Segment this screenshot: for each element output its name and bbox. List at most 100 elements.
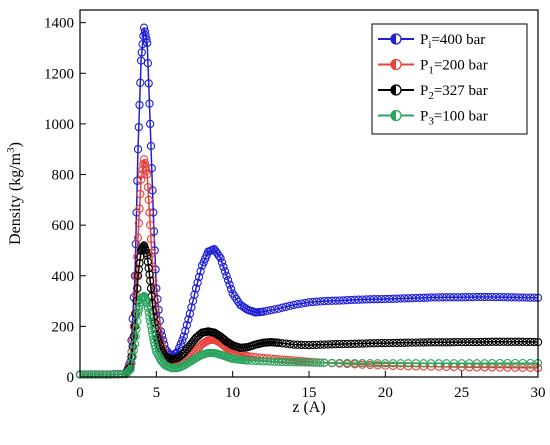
y-tick-label: 400 xyxy=(52,269,75,285)
data-point xyxy=(143,257,153,266)
data-point xyxy=(134,122,143,132)
x-tick-label: 0 xyxy=(76,385,84,401)
legend-label-p2-main: P xyxy=(420,83,428,99)
data-point xyxy=(146,317,155,326)
data-point xyxy=(194,272,204,282)
data-point xyxy=(141,162,150,172)
data-point xyxy=(133,233,143,242)
data-point xyxy=(289,300,298,310)
data-point xyxy=(133,145,143,154)
legend-label-p2-sub: 2 xyxy=(428,90,434,102)
series-line xyxy=(80,27,539,376)
data-point xyxy=(274,304,283,313)
legend-entry-p3: P3=100 bar xyxy=(378,109,488,128)
legend-label-pi-main: P xyxy=(420,32,428,48)
legend-marker-fill-pi xyxy=(391,34,396,44)
data-point xyxy=(185,309,195,318)
data-point xyxy=(143,38,152,48)
data-point xyxy=(127,358,136,368)
data-point xyxy=(136,189,145,199)
legend-label-p1: P1=200 bar xyxy=(420,58,488,77)
data-point xyxy=(139,23,149,32)
legend-label-p1-sub: 1 xyxy=(428,65,434,77)
series-2 xyxy=(75,241,543,379)
legend-entry-pi: Pi=400 bar xyxy=(378,32,485,51)
y-tick-label: 200 xyxy=(52,319,75,335)
data-point xyxy=(142,166,151,175)
data-point xyxy=(151,344,160,353)
data-point xyxy=(126,362,135,372)
data-point xyxy=(148,330,157,339)
data-point xyxy=(152,284,161,293)
data-point xyxy=(144,79,153,88)
data-point xyxy=(135,301,144,311)
data-point xyxy=(141,31,150,40)
legend-label-p2-rest: =327 bar xyxy=(434,83,488,99)
legend-label-pi-sub: i xyxy=(428,39,431,51)
data-point xyxy=(225,280,234,289)
legend-entry-p1: P1=200 bar xyxy=(378,58,488,77)
data-point xyxy=(143,59,153,68)
data-point xyxy=(140,158,150,168)
data-point xyxy=(144,195,153,204)
data-point xyxy=(262,306,272,316)
data-point xyxy=(145,270,154,279)
data-point xyxy=(146,321,156,330)
data-point xyxy=(146,220,155,230)
data-point xyxy=(137,48,146,57)
data-point xyxy=(143,183,153,192)
data-point xyxy=(135,258,144,268)
data-point xyxy=(134,265,143,274)
legend-label-pi: Pi=400 bar xyxy=(420,32,485,51)
x-tick-label: 5 xyxy=(153,385,161,401)
data-point xyxy=(147,326,156,335)
data-point xyxy=(135,204,144,213)
data-point xyxy=(219,262,228,272)
data-point xyxy=(133,309,143,318)
legend-label-p3-sub: 3 xyxy=(428,116,434,128)
legend-label-p3-rest: =100 bar xyxy=(434,109,488,125)
data-point xyxy=(259,307,268,316)
data-point xyxy=(181,326,190,335)
data-point xyxy=(136,78,145,87)
data-point xyxy=(144,264,153,273)
data-point xyxy=(176,339,185,349)
x-tick-label: 30 xyxy=(531,385,546,401)
data-point xyxy=(143,170,152,179)
series-layer xyxy=(75,23,543,379)
data-point xyxy=(140,27,150,36)
data-point xyxy=(125,366,134,375)
data-point xyxy=(214,251,224,260)
data-point xyxy=(123,367,133,376)
data-point xyxy=(281,302,291,311)
data-point xyxy=(193,278,202,287)
legend-label-p3-main: P xyxy=(420,109,428,125)
data-point xyxy=(216,253,225,263)
data-point xyxy=(297,299,306,308)
data-point xyxy=(191,284,201,293)
x-tick-label: 20 xyxy=(378,385,393,401)
legend-marker-fill-p1 xyxy=(391,59,396,70)
data-point xyxy=(217,258,227,267)
legend-label-p2: P2=327 bar xyxy=(420,83,488,102)
y-tick-label: 0 xyxy=(67,370,75,386)
data-point xyxy=(143,303,153,313)
legend-label-pi-rest: =400 bar xyxy=(431,32,485,48)
legend: Pi=400 bar P1=200 bar P2=327 bar P3=100 … xyxy=(371,23,528,135)
legend-marker-fill-p3 xyxy=(391,110,396,121)
y-axis-title-main: Density (kg/m xyxy=(7,152,24,245)
y-axis-title-close: ) xyxy=(7,142,24,147)
legend-label-p3: P3=100 bar xyxy=(420,109,488,128)
data-point xyxy=(178,336,187,345)
axes-layer: 0 5 10 15 20 25 30 0 200 400 600 800 1000 1200 1400 xyxy=(44,16,546,401)
data-point xyxy=(144,308,153,317)
data-point xyxy=(316,358,325,367)
data-point xyxy=(278,303,287,312)
legend-marker-fill-p2 xyxy=(391,85,396,95)
y-axis-title-sup: 3 xyxy=(5,147,17,153)
data-point xyxy=(150,341,159,350)
legend-label-p1-rest: =200 bar xyxy=(434,58,488,74)
x-tick-label: 15 xyxy=(302,385,317,401)
data-point xyxy=(190,290,199,299)
